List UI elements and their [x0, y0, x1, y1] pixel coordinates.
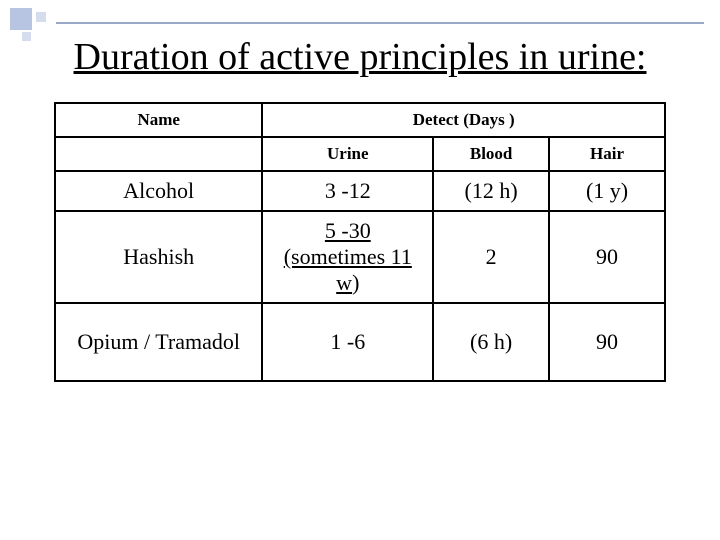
cell-blood: (12 h) — [433, 171, 549, 211]
cell-urine: 3 -12 — [262, 171, 433, 211]
cell-hair: 90 — [549, 211, 665, 303]
col-header-blood: Blood — [433, 137, 549, 171]
cell-blood: (6 h) — [433, 303, 549, 381]
cell-name: Alcohol — [55, 171, 262, 211]
cell-hair: 90 — [549, 303, 665, 381]
cell-urine: 1 -6 — [262, 303, 433, 381]
detection-table: Name Detect (Days ) Urine Blood Hair Alc… — [54, 102, 666, 382]
cell-hair: (1 y) — [549, 171, 665, 211]
table-row: Alcohol 3 -12 (12 h) (1 y) — [55, 171, 665, 211]
table-header-row-2: Urine Blood Hair — [55, 137, 665, 171]
table-header-row-1: Name Detect (Days ) — [55, 103, 665, 137]
cell-urine-line1: 5 -30 — [325, 218, 371, 243]
slide-title: Duration of active principles in urine: — [54, 36, 666, 80]
cell-urine: 5 -30 (sometimes 11 w) — [262, 211, 433, 303]
cell-blood: 2 — [433, 211, 549, 303]
cell-name: Opium / Tramadol — [55, 303, 262, 381]
col-header-empty — [55, 137, 262, 171]
cell-name: Hashish — [55, 211, 262, 303]
col-header-hair: Hair — [549, 137, 665, 171]
col-header-urine: Urine — [262, 137, 433, 171]
col-header-detect: Detect (Days ) — [262, 103, 665, 137]
cell-urine-line2: (sometimes 11 w) — [284, 244, 412, 295]
table-row: Opium / Tramadol 1 -6 (6 h) 90 — [55, 303, 665, 381]
table-row: Hashish 5 -30 (sometimes 11 w) 2 90 — [55, 211, 665, 303]
slide: Duration of active principles in urine: … — [0, 0, 720, 540]
col-header-name: Name — [55, 103, 262, 137]
